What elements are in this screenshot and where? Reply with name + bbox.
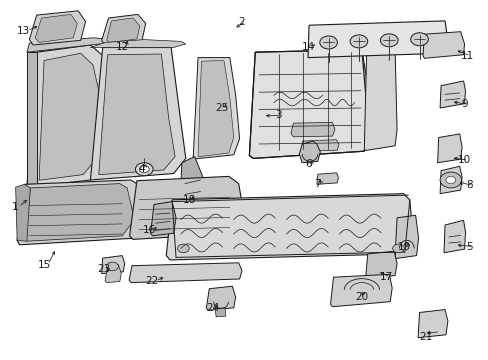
- Circle shape: [445, 176, 455, 184]
- Text: 5: 5: [465, 242, 472, 252]
- Text: 11: 11: [459, 51, 473, 61]
- Circle shape: [349, 35, 367, 48]
- Text: 25: 25: [214, 103, 228, 113]
- Polygon shape: [39, 53, 102, 180]
- Circle shape: [135, 163, 153, 176]
- Polygon shape: [102, 14, 145, 45]
- Text: 4: 4: [138, 164, 145, 174]
- Polygon shape: [17, 180, 146, 245]
- Polygon shape: [365, 251, 396, 279]
- Polygon shape: [316, 173, 338, 184]
- Polygon shape: [27, 52, 37, 187]
- Text: 8: 8: [465, 180, 472, 190]
- Polygon shape: [364, 49, 396, 150]
- Polygon shape: [27, 45, 115, 187]
- Circle shape: [139, 166, 149, 173]
- Text: 21: 21: [418, 332, 431, 342]
- Polygon shape: [302, 140, 338, 151]
- Text: 20: 20: [355, 292, 367, 302]
- Circle shape: [106, 262, 118, 271]
- Polygon shape: [16, 184, 30, 241]
- Text: 9: 9: [460, 99, 467, 109]
- Polygon shape: [129, 176, 244, 239]
- Circle shape: [392, 244, 404, 253]
- Text: 10: 10: [457, 155, 470, 165]
- Polygon shape: [180, 157, 203, 206]
- Text: 16: 16: [142, 225, 156, 235]
- Polygon shape: [90, 48, 185, 180]
- Polygon shape: [106, 18, 140, 42]
- Text: 7: 7: [314, 179, 321, 189]
- Polygon shape: [299, 141, 320, 163]
- Polygon shape: [249, 50, 368, 158]
- Text: 15: 15: [37, 260, 51, 270]
- Polygon shape: [198, 60, 233, 157]
- Text: 14: 14: [301, 42, 314, 52]
- Polygon shape: [439, 81, 465, 108]
- Circle shape: [319, 36, 337, 49]
- Circle shape: [177, 244, 189, 253]
- Circle shape: [410, 33, 427, 46]
- Text: 23: 23: [97, 264, 111, 274]
- Polygon shape: [443, 220, 465, 253]
- Polygon shape: [102, 256, 124, 274]
- Text: 19: 19: [397, 242, 411, 252]
- Polygon shape: [99, 54, 175, 175]
- Polygon shape: [90, 40, 185, 48]
- Text: 22: 22: [144, 276, 158, 286]
- Polygon shape: [437, 134, 461, 163]
- Polygon shape: [35, 14, 77, 42]
- Circle shape: [380, 34, 397, 47]
- Polygon shape: [206, 286, 235, 310]
- Polygon shape: [290, 122, 334, 137]
- Polygon shape: [129, 263, 242, 283]
- Polygon shape: [215, 308, 225, 317]
- Polygon shape: [105, 265, 121, 283]
- Polygon shape: [307, 21, 447, 58]
- Polygon shape: [24, 184, 134, 241]
- Text: 6: 6: [304, 159, 311, 169]
- Polygon shape: [330, 274, 391, 307]
- Polygon shape: [27, 38, 115, 52]
- Text: 17: 17: [379, 272, 392, 282]
- Text: 3: 3: [275, 110, 282, 120]
- Polygon shape: [422, 32, 464, 58]
- Text: 13: 13: [17, 26, 30, 36]
- Text: 2: 2: [238, 17, 245, 27]
- Polygon shape: [193, 58, 239, 159]
- Text: 12: 12: [115, 42, 129, 52]
- Polygon shape: [150, 202, 176, 236]
- Polygon shape: [394, 215, 418, 258]
- Polygon shape: [439, 166, 461, 194]
- Text: 1: 1: [11, 202, 18, 212]
- Text: 18: 18: [183, 195, 196, 205]
- Text: 24: 24: [205, 303, 219, 313]
- Polygon shape: [417, 310, 447, 338]
- Polygon shape: [29, 11, 85, 45]
- Polygon shape: [166, 194, 412, 260]
- Circle shape: [439, 172, 461, 188]
